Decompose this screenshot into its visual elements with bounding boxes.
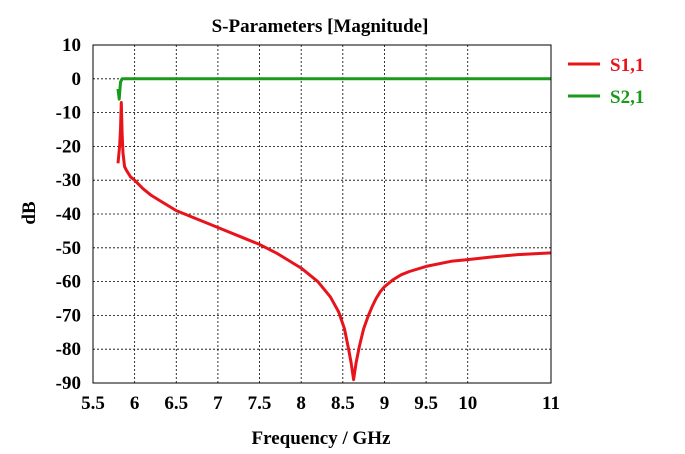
x-tick-label: 7.5 (248, 393, 272, 414)
x-tick-label: 9 (380, 393, 390, 414)
series-line-s11 (116, 101, 552, 382)
y-tick-label: -40 (56, 204, 81, 225)
x-tick-label: 5.5 (81, 393, 105, 414)
legend-label-s11: S1,1 (610, 55, 644, 76)
x-tick-label: 10 (458, 393, 477, 414)
y-tick-label: -30 (56, 170, 81, 191)
y-tick-label: 10 (62, 35, 81, 56)
y-tick-label: -60 (56, 272, 81, 293)
x-tick-label: 7 (213, 393, 223, 414)
legend-label-s21: S2,1 (610, 87, 644, 108)
legend: S1,1 S2,1 (568, 55, 644, 108)
x-tick-label: 6.5 (164, 393, 188, 414)
x-axis-label: Frequency / GHz (252, 428, 392, 449)
x-axis-ticks: 5.5 6 6.5 7 7.5 8 8.5 9 9.5 10 11 (81, 393, 560, 414)
y-axis-ticks: 10 0 -10 -20 -30 -40 -50 -60 -70 -80 -90 (56, 35, 81, 394)
series-lines (116, 77, 552, 382)
series-line-s21 (116, 77, 551, 101)
y-axis-label: dB (19, 201, 40, 225)
y-tick-label: -10 (56, 103, 81, 124)
y-tick-label: -50 (56, 238, 81, 259)
grid-lines (93, 45, 551, 383)
x-tick-label: 6 (130, 393, 140, 414)
x-tick-label: 11 (542, 393, 560, 414)
x-tick-label: 9.5 (414, 393, 438, 414)
y-tick-label: -20 (56, 136, 81, 157)
x-tick-label: 8.5 (331, 393, 355, 414)
y-tick-label: 0 (72, 69, 82, 90)
chart-title: S-Parameters [Magnitude] (212, 16, 429, 37)
plot-area-frame (92, 44, 552, 384)
y-tick-label: -90 (56, 373, 81, 394)
y-tick-label: -80 (56, 339, 81, 360)
x-tick-label: 8 (296, 393, 306, 414)
y-tick-label: -70 (56, 305, 81, 326)
